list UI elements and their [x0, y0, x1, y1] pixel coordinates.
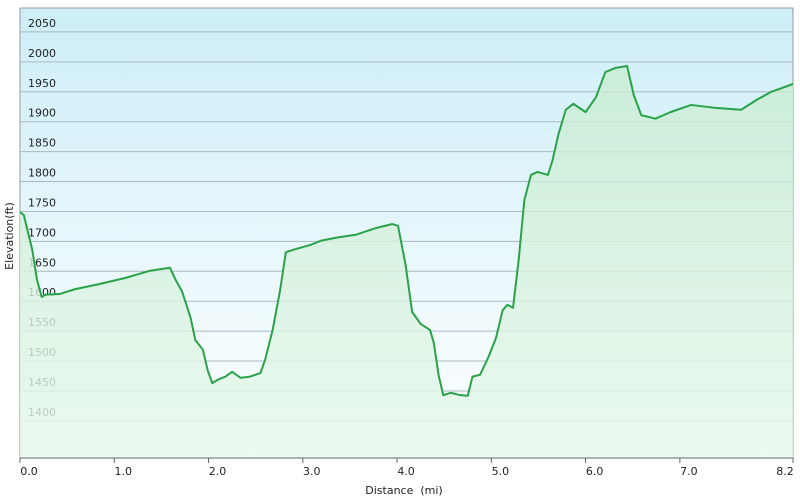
x-tick-label: 7.0 — [680, 465, 698, 478]
elevation-line — [19, 65, 794, 397]
y-tick-label: 1900 — [28, 107, 56, 120]
y-tick-label: 2050 — [28, 17, 56, 30]
x-tick-label: 2.0 — [209, 465, 227, 478]
x-tick-label: 4.0 — [397, 465, 415, 478]
x-axis-label: Distance (mi) — [365, 484, 442, 497]
x-tick-label: 8.2 — [776, 465, 794, 478]
y-tick-label: 1700 — [28, 226, 56, 239]
y-tick-label: 1750 — [28, 196, 56, 209]
area-fill — [20, 66, 793, 458]
y-tick-label: 1850 — [28, 137, 56, 150]
x-tick-label: 0.0 — [20, 465, 38, 478]
y-axis-label: Elevation(ft) — [3, 202, 16, 270]
y-tick-label: 1800 — [28, 167, 56, 180]
y-tick-label: 1950 — [28, 77, 56, 90]
x-tick-label: 6.0 — [586, 465, 604, 478]
x-tick-label: 3.0 — [303, 465, 321, 478]
y-tick-label: 2000 — [28, 47, 56, 60]
x-tick-label: 1.0 — [115, 465, 133, 478]
x-tick-label: 5.0 — [492, 465, 510, 478]
